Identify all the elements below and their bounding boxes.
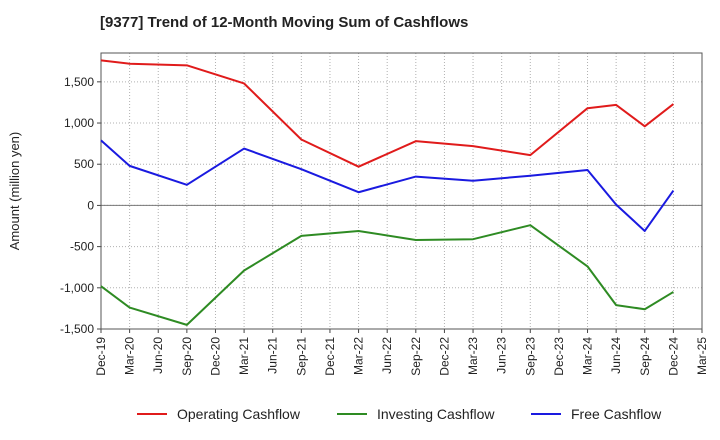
- series-line-investing-cashflow: [100, 224, 674, 326]
- x-tick-label: Mar-22: [352, 337, 366, 375]
- x-tick-label: Jun-22: [380, 337, 394, 374]
- x-tick-label: Dec-20: [208, 337, 222, 376]
- series-layer: [100, 59, 675, 326]
- x-tick-label: Mar-25: [695, 337, 709, 375]
- x-tick-label: Sep-20: [180, 337, 194, 376]
- x-tick-label: Jun-24: [609, 337, 623, 374]
- y-tick-label: 1,500: [64, 75, 94, 89]
- x-tick-label: Dec-21: [323, 337, 337, 376]
- x-tick-label: Jun-20: [151, 337, 165, 374]
- y-tick-label: -500: [70, 240, 94, 254]
- x-tick-label: Dec-22: [437, 337, 451, 376]
- y-tick-label: 1,000: [64, 116, 94, 130]
- x-tick-label: Mar-20: [123, 337, 137, 375]
- series-line-free-cashflow: [100, 139, 675, 232]
- x-tick-label: Sep-24: [638, 337, 652, 376]
- x-tick-label: Jun-21: [266, 337, 280, 374]
- chart-title: [9377] Trend of 12-Month Moving Sum of C…: [100, 14, 469, 31]
- x-tick-label: Sep-22: [409, 337, 423, 376]
- y-tick-label: -1,500: [60, 322, 94, 336]
- grid-layer: [100, 53, 703, 330]
- y-tick-label: -1,000: [60, 281, 94, 295]
- axis-layer: [97, 52, 703, 333]
- tick-layer: Dec-19 Mar-20 Jun-20 Sep-20 Dec-20 Mar-21 Jun-…: [60, 75, 709, 376]
- legend-label: Free Cashflow: [571, 406, 662, 422]
- x-tick-label: Dec-23: [552, 337, 566, 376]
- x-tick-label: Mar-23: [466, 337, 480, 375]
- y-tick-label: 0: [87, 198, 94, 212]
- x-tick-label: Dec-19: [94, 337, 108, 376]
- x-tick-label: Jun-23: [495, 337, 509, 374]
- x-tick-label: Sep-21: [294, 337, 308, 376]
- legend-label: Operating Cashflow: [177, 406, 301, 422]
- series-line-operating-cashflow: [100, 59, 674, 168]
- legend: Operating Cashflow Investing Cashflow Free…: [137, 406, 662, 422]
- x-tick-label: Dec-24: [666, 337, 680, 376]
- x-tick-label: Mar-24: [581, 337, 595, 375]
- x-tick-label: Mar-21: [237, 337, 251, 375]
- plot-frame: [100, 52, 703, 330]
- y-axis-title: Amount (million yen): [7, 132, 22, 251]
- legend-label: Investing Cashflow: [377, 406, 495, 422]
- x-tick-label: Sep-23: [523, 337, 537, 376]
- y-tick-label: 500: [74, 157, 94, 171]
